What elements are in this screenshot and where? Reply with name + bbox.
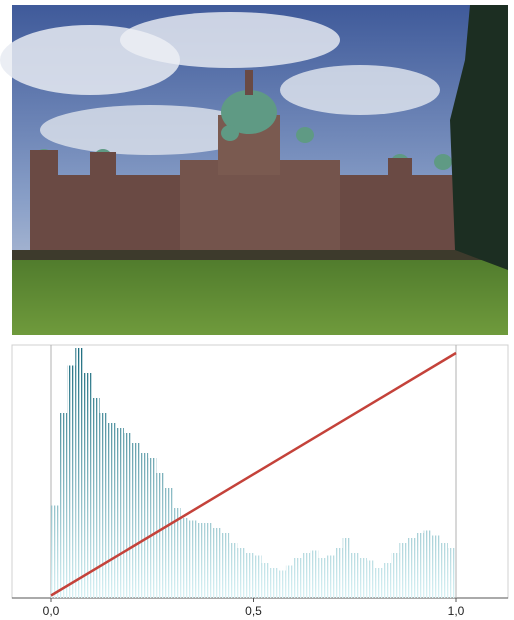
bar — [407, 538, 416, 598]
bar — [221, 533, 230, 598]
bar — [91, 398, 100, 598]
bar — [310, 550, 319, 598]
x-tick-label: 0,0 — [43, 604, 60, 618]
bar — [383, 563, 392, 598]
bar — [51, 505, 60, 598]
bar — [253, 555, 262, 598]
bar — [172, 508, 181, 598]
bar — [164, 488, 173, 598]
bar — [148, 458, 157, 598]
bar — [326, 555, 335, 598]
bar — [302, 553, 311, 598]
bar — [294, 558, 303, 598]
bar — [415, 533, 424, 598]
bar — [99, 413, 108, 598]
bar — [399, 543, 408, 598]
bar — [115, 428, 124, 598]
bar — [107, 423, 116, 598]
bar — [318, 558, 327, 598]
bar — [156, 473, 165, 598]
bar — [237, 548, 246, 598]
bar — [75, 348, 84, 598]
bar — [342, 538, 351, 598]
bar — [59, 413, 68, 598]
bar — [447, 548, 456, 598]
bar — [261, 563, 270, 598]
bar — [285, 565, 294, 598]
bar — [188, 520, 197, 598]
bar — [277, 570, 286, 598]
bar — [431, 535, 440, 598]
bar — [180, 518, 189, 598]
bar — [140, 453, 149, 598]
bar — [350, 553, 359, 598]
bar — [366, 560, 375, 598]
bar — [375, 568, 384, 598]
bar — [334, 548, 343, 598]
bar — [123, 433, 132, 598]
bar — [213, 528, 222, 598]
bar — [269, 568, 278, 598]
bar — [391, 553, 400, 598]
bar — [423, 530, 432, 598]
bar — [196, 523, 205, 598]
bar — [67, 365, 76, 598]
x-tick-label: 0,5 — [245, 604, 262, 618]
bar — [245, 553, 254, 598]
bar — [358, 558, 367, 598]
bar — [229, 543, 238, 598]
bar — [204, 523, 213, 598]
bar — [83, 373, 92, 598]
bar — [132, 443, 141, 598]
curve-line — [50, 351, 457, 597]
photo — [0, 5, 508, 335]
bar — [439, 543, 448, 598]
x-tick-label: 1,0 — [448, 604, 465, 618]
